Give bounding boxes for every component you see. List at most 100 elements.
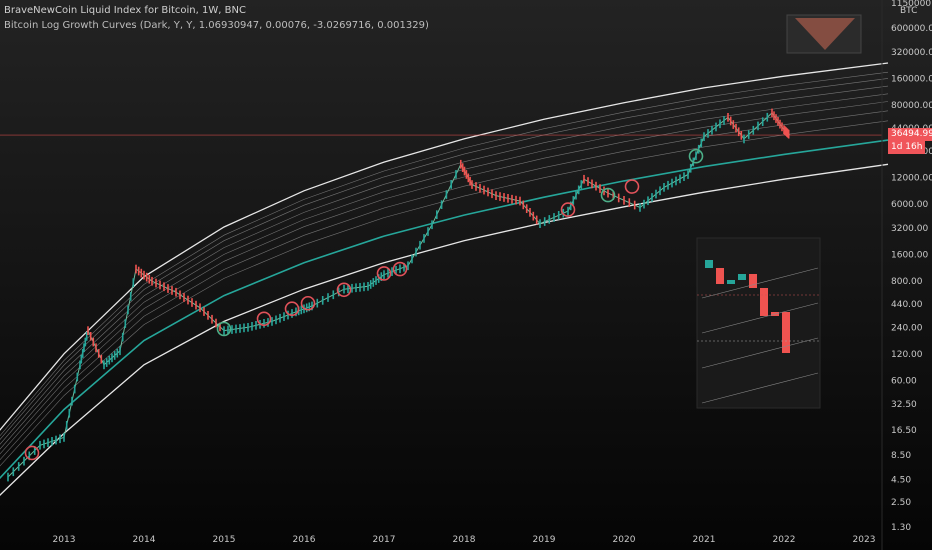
candle — [80, 354, 83, 364]
candle — [407, 261, 409, 271]
candle — [743, 134, 745, 144]
candle — [300, 305, 303, 315]
inset-zoom-panel — [696, 237, 821, 409]
candle — [191, 298, 193, 307]
candle — [87, 326, 89, 335]
candle — [777, 117, 779, 126]
candle — [689, 163, 692, 173]
upper-growth-curve — [0, 62, 889, 431]
candle — [775, 114, 777, 123]
y-tick-label: 320000.00 — [891, 48, 932, 58]
candle — [515, 195, 517, 205]
candle — [175, 287, 177, 297]
candle — [395, 265, 397, 275]
candle — [85, 332, 88, 341]
candle — [211, 314, 213, 324]
candle — [129, 292, 132, 301]
candle — [583, 174, 585, 184]
candle — [179, 290, 181, 300]
candle — [17, 462, 20, 471]
candle — [503, 193, 505, 202]
candle — [595, 181, 597, 191]
candle — [195, 300, 197, 310]
candle — [450, 180, 452, 189]
candle — [23, 456, 25, 466]
candle — [263, 319, 265, 328]
candle — [633, 200, 636, 210]
candle — [487, 187, 489, 197]
y-tick-label: 2.50 — [891, 498, 911, 508]
candle — [321, 296, 324, 305]
candle — [715, 122, 717, 132]
candle — [572, 196, 575, 205]
candle — [659, 186, 661, 196]
candle — [647, 196, 649, 206]
indicator-legend[interactable]: Bitcoin Log Growth Curves (Dark, Y, Y, 1… — [4, 20, 429, 31]
candle — [203, 307, 205, 316]
candle — [33, 446, 36, 455]
candle — [235, 324, 237, 334]
candle — [81, 349, 84, 358]
candle — [436, 210, 438, 219]
y-tick-label: 80000.00 — [891, 101, 932, 111]
candle — [92, 337, 95, 347]
candle — [79, 360, 81, 370]
growth-curve-line — [0, 78, 889, 440]
candle — [100, 354, 103, 364]
candle — [187, 295, 189, 305]
candle — [539, 219, 541, 228]
candle — [411, 254, 413, 264]
candle — [735, 123, 737, 133]
candle — [519, 196, 521, 206]
candle — [68, 408, 71, 418]
candle — [479, 183, 481, 193]
candle — [316, 298, 319, 308]
candle — [455, 170, 457, 179]
candle — [687, 170, 689, 179]
candle — [461, 163, 464, 172]
candle — [113, 351, 116, 360]
candle — [757, 121, 759, 131]
candle — [51, 437, 53, 446]
y-tick-label: 440.00 — [891, 300, 923, 310]
y-tick-label: 12000.00 — [891, 174, 932, 184]
y-tick-label: 120.00 — [891, 350, 923, 360]
candle — [327, 293, 329, 302]
y-tick-label: 32.50 — [891, 400, 917, 410]
candle — [65, 421, 68, 430]
y-tick-label: 4.50 — [891, 476, 911, 486]
candle — [332, 290, 335, 300]
candle — [747, 130, 750, 139]
candle — [532, 211, 535, 221]
candle — [287, 310, 289, 320]
candle — [575, 190, 577, 200]
candle — [697, 144, 700, 154]
candle — [73, 384, 76, 394]
candle — [399, 264, 401, 274]
candle — [124, 319, 127, 328]
candle — [223, 326, 225, 335]
candle — [291, 309, 293, 318]
candle — [243, 323, 245, 333]
y-tick-label: 8.50 — [891, 451, 911, 461]
candle — [255, 321, 257, 330]
currency-label: BTC — [900, 6, 917, 16]
candle — [511, 194, 513, 204]
candle — [47, 438, 49, 447]
candle — [675, 176, 677, 186]
x-tick-label: 2014 — [133, 535, 156, 545]
candle — [467, 173, 470, 183]
candle — [787, 129, 790, 139]
candle — [163, 282, 165, 292]
candle — [507, 194, 509, 203]
candle — [495, 191, 497, 200]
candle — [311, 301, 313, 311]
countdown-label: 1d 16h — [888, 141, 926, 154]
x-tick-label: 2013 — [53, 535, 76, 545]
candle — [135, 264, 137, 274]
candle — [151, 276, 153, 286]
candle — [557, 211, 560, 220]
candle — [651, 193, 653, 202]
candle — [148, 274, 151, 284]
